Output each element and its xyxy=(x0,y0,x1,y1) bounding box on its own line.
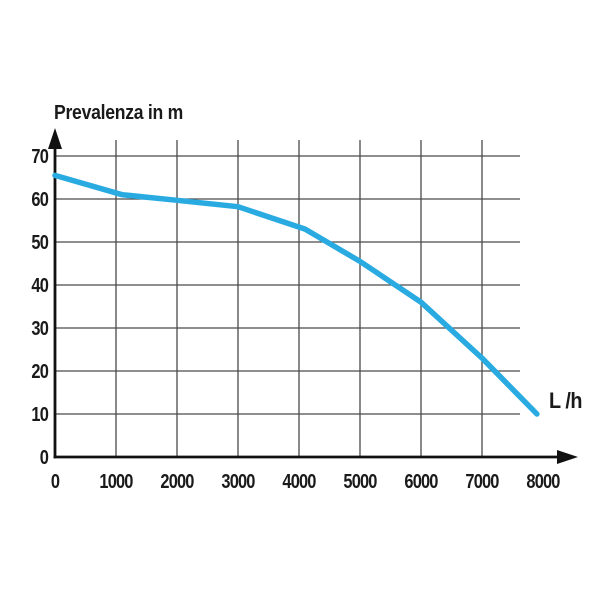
y-tick-label: 20 xyxy=(31,359,48,382)
pump-curve-line xyxy=(52,172,540,417)
y-tick-label: 50 xyxy=(31,230,48,253)
y-tick-label: 30 xyxy=(31,316,48,339)
axes-layer xyxy=(48,128,578,464)
x-tick-label: 1000 xyxy=(99,469,133,492)
x-axis-unit-label: L /h xyxy=(549,389,582,413)
x-tick-label: 5000 xyxy=(343,469,377,492)
x-tick-label: 7000 xyxy=(465,469,499,492)
y-tick-label: 40 xyxy=(31,273,48,296)
y-axis-arrow-icon xyxy=(48,128,62,149)
tick-labels-layer: 0 10 20 30 40 50 60 70 0 1000 2000 3000 4000 5000 6000… xyxy=(31,144,561,492)
y-tick-label: 0 xyxy=(40,445,49,468)
y-tick-label: 10 xyxy=(31,402,48,425)
x-tick-label: 2000 xyxy=(160,469,194,492)
grid-layer xyxy=(55,140,520,457)
y-tick-label: 70 xyxy=(31,144,48,167)
x-tick-label: 4000 xyxy=(282,469,316,492)
x-axis-arrow-icon xyxy=(557,450,578,464)
curve-layer xyxy=(52,172,540,417)
y-tick-label: 60 xyxy=(31,187,48,210)
chart-title: Prevalenza in m xyxy=(54,101,183,123)
x-tick-label: 0 xyxy=(51,469,60,492)
x-tick-label: 6000 xyxy=(404,469,438,492)
x-tick-label: 3000 xyxy=(221,469,255,492)
x-tick-label: 8000 xyxy=(526,469,560,492)
